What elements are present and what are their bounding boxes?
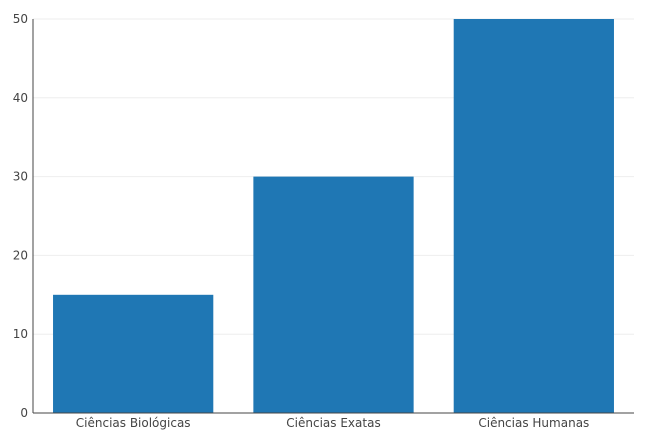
x-tick-label-0: Ciências Biológicas [76, 416, 191, 430]
axes [32, 19, 634, 414]
bar-2 [453, 19, 614, 413]
x-tick-labels: Ciências Biológicas Ciências Exatas Ciênci… [76, 416, 590, 430]
y-tick-label-40: 40 [13, 91, 28, 105]
y-tick-labels: 0 10 20 30 40 50 [13, 12, 28, 420]
y-tick-label-0: 0 [20, 406, 28, 420]
x-tick-label-2: Ciências Humanas [478, 416, 589, 430]
y-tick-label-20: 20 [13, 248, 28, 262]
bars [53, 19, 614, 413]
bar-0 [53, 294, 214, 413]
y-tick-label-50: 50 [13, 12, 28, 26]
bar-1 [253, 176, 414, 413]
y-tick-label-30: 30 [13, 170, 28, 184]
x-tick-label-1: Ciências Exatas [286, 416, 380, 430]
y-tick-label-10: 10 [13, 327, 28, 341]
